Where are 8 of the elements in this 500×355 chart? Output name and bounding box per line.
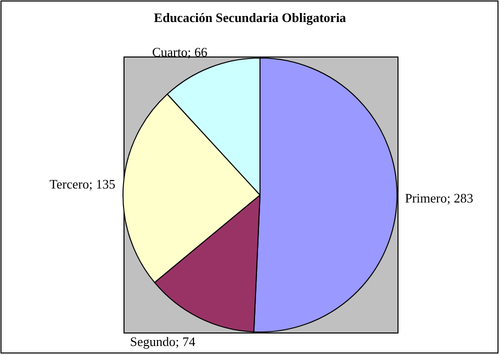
slice-label: Segundo <box>130 334 176 349</box>
slice-label: Primero <box>404 190 447 206</box>
slice-label: Cuarto <box>152 44 188 60</box>
chart-title: Educación Secundaria Obligatoria <box>154 10 347 25</box>
data-label: ; 74 <box>176 334 196 349</box>
data-label: ; 283 <box>446 190 474 206</box>
slice-label: Tercero <box>49 176 89 192</box>
data-label: ; 135 <box>88 176 116 192</box>
